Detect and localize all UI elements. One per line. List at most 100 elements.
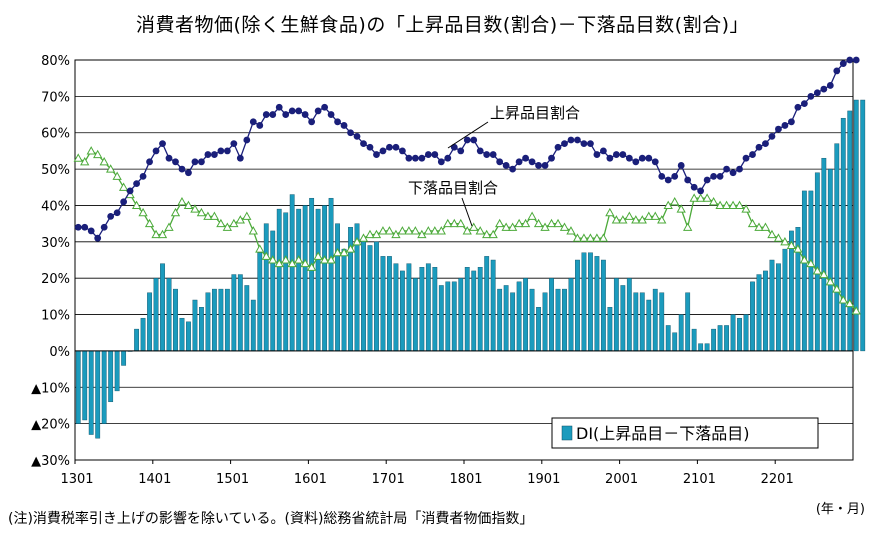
bar (88, 350, 94, 435)
falling-share-point (404, 226, 414, 235)
rising-share-point (94, 234, 102, 242)
falling-share-point (579, 233, 589, 242)
rising-share-point (120, 198, 128, 206)
rising-share-point (742, 154, 750, 162)
bar (555, 288, 561, 352)
rising-share-point (599, 147, 607, 155)
falling-share-point (261, 251, 271, 260)
falling-share-point (164, 222, 174, 231)
bar (633, 292, 639, 352)
rising-share-point (152, 147, 160, 155)
rising-share-point (813, 89, 821, 97)
rising-share-point (444, 154, 452, 162)
falling-share-point (780, 236, 790, 246)
bar (588, 252, 593, 352)
bar (322, 205, 328, 352)
bar (490, 259, 496, 352)
bar (432, 267, 438, 352)
bar (341, 248, 347, 352)
falling-share-point (456, 218, 466, 228)
falling-share-point (507, 222, 518, 231)
bar (711, 328, 717, 352)
bar (147, 292, 152, 352)
bar (639, 292, 645, 352)
falling-share-point (786, 240, 797, 249)
falling-share-label: 下落品目割合 (408, 179, 498, 197)
bar (218, 288, 224, 352)
bar (814, 172, 820, 352)
bar (626, 277, 632, 352)
bar (529, 288, 535, 352)
bar (782, 248, 788, 352)
falling-share-point (741, 204, 751, 213)
falling-share-point (222, 222, 233, 231)
rising-share-point (794, 103, 802, 111)
rising-share-point (807, 92, 815, 100)
falling-share-point (190, 204, 200, 213)
bar (438, 285, 444, 352)
bar (691, 328, 697, 352)
falling-share-point (845, 298, 855, 308)
rising-share-point (295, 107, 303, 115)
rising-share-point (81, 223, 89, 231)
x-tick-label: 1401 (138, 472, 171, 487)
bar (451, 281, 457, 352)
falling-share-point (618, 215, 628, 224)
rising-share-point (198, 158, 205, 166)
rising-share-point (658, 172, 666, 180)
rising-share-point (697, 187, 705, 195)
bar (140, 317, 146, 352)
falling-share-point (475, 226, 485, 235)
rising-share-point (243, 136, 251, 144)
rising-share-point (625, 154, 633, 162)
bar (549, 277, 554, 352)
bar (276, 208, 282, 352)
falling-share-point (358, 233, 369, 242)
falling-share-point (430, 226, 440, 235)
rising-share-point (833, 67, 841, 75)
falling-share-point (99, 156, 109, 166)
rising-share-point (664, 176, 672, 184)
falling-share-point (832, 284, 842, 293)
falling-share-pointer (461, 197, 473, 227)
bar (523, 277, 528, 352)
falling-share-point (423, 226, 433, 235)
falling-share-point (306, 262, 317, 271)
rising-share-point (852, 56, 860, 64)
rising-share-point (548, 154, 555, 162)
bar (516, 281, 522, 352)
bar (224, 288, 230, 352)
falling-share-point (663, 200, 673, 209)
rising-share-point (262, 111, 270, 118)
falling-share-point (812, 266, 822, 275)
rising-share-point (729, 169, 737, 177)
rising-share-point (74, 223, 82, 231)
y-tick-label: ▲20% (31, 418, 70, 433)
falling-share-point (806, 258, 816, 268)
falling-share-point (462, 226, 472, 235)
falling-share-point (345, 244, 356, 253)
rising-share-point (470, 136, 478, 144)
falling-share-point (268, 255, 278, 264)
falling-share-point (93, 149, 103, 159)
rising-share-point (178, 165, 186, 173)
rising-share-point (749, 151, 756, 158)
bar (510, 292, 516, 352)
bar (244, 285, 250, 352)
falling-share-point (819, 269, 829, 279)
falling-share-point (851, 306, 861, 315)
bar (419, 267, 425, 352)
falling-share-point (332, 247, 343, 257)
rising-share-point (185, 169, 192, 177)
bar (847, 110, 853, 352)
falling-share-point (112, 171, 122, 180)
legend-label: DI(上昇品目－下落品目) (576, 424, 750, 443)
falling-share-point (592, 233, 602, 242)
falling-share-point (255, 244, 265, 253)
falling-share-point (540, 222, 550, 231)
y-tick-label: 20% (41, 272, 70, 287)
rising-share-point (431, 151, 439, 158)
rising-share-point (515, 158, 523, 166)
y-tick-label: 70% (41, 90, 70, 105)
